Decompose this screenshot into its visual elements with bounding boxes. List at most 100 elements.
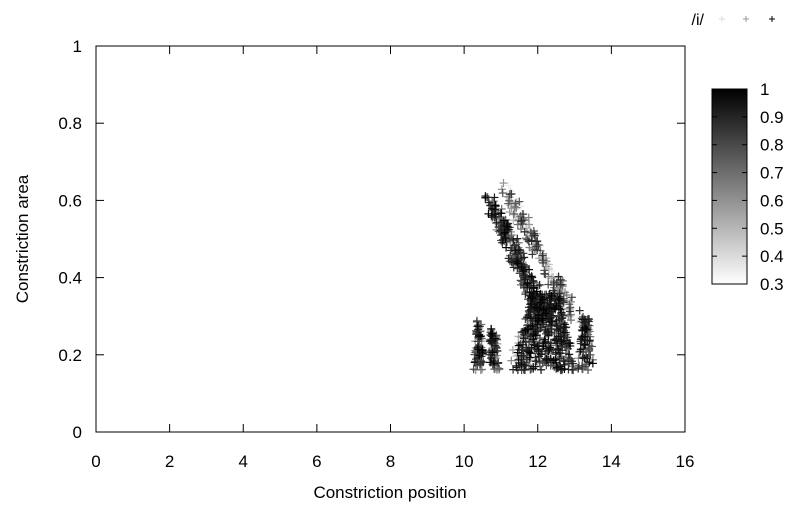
legend-marker	[743, 16, 749, 22]
data-point	[505, 208, 514, 217]
data-point	[476, 332, 485, 341]
x-tick-label: 8	[386, 452, 395, 471]
legend-label: /i/	[692, 12, 705, 29]
y-axis-title: Constriction area	[13, 174, 32, 303]
data-point	[552, 316, 561, 325]
colorbar-tick-label: 0.6	[760, 191, 784, 210]
data-point	[566, 310, 575, 319]
data-point	[545, 345, 554, 354]
data-point	[519, 210, 528, 219]
data-point	[504, 181, 513, 190]
data-point	[519, 351, 528, 360]
data-point	[578, 315, 587, 324]
data-point	[559, 356, 568, 365]
colorbar-tick-label: 0.4	[760, 247, 784, 266]
data-point	[567, 293, 576, 302]
colorbar-ticks: 1 0.9 0.8 0.7 0.6 0.5 0.4 0.3	[712, 80, 784, 294]
data-point	[484, 209, 493, 218]
data-point	[549, 278, 558, 287]
data-point	[556, 332, 565, 341]
data-point	[502, 243, 511, 252]
data-point	[487, 204, 496, 213]
data-point	[513, 250, 522, 259]
data-point	[532, 287, 541, 296]
data-point	[543, 298, 552, 307]
data-point	[560, 328, 569, 337]
x-tick-label: 14	[602, 452, 621, 471]
data-point	[531, 331, 540, 340]
data-point	[538, 295, 547, 304]
data-point	[472, 317, 481, 326]
data-point	[481, 193, 490, 202]
data-point	[576, 345, 585, 354]
x-tick-label: 6	[312, 452, 321, 471]
data-point	[536, 334, 545, 343]
data-point	[585, 358, 594, 367]
data-point	[542, 355, 551, 364]
data-point	[515, 197, 524, 206]
data-point	[503, 220, 512, 229]
data-point	[523, 313, 532, 322]
data-point	[538, 314, 547, 323]
data-point	[532, 357, 541, 366]
data-point	[527, 272, 536, 281]
data-point	[544, 347, 553, 356]
data-point	[509, 235, 518, 244]
data-point	[509, 263, 518, 272]
data-point	[554, 272, 563, 281]
data-points	[469, 179, 597, 375]
data-point	[497, 209, 506, 218]
data-point	[580, 354, 589, 363]
colorbar-gradient	[711, 88, 748, 285]
data-point	[513, 348, 522, 357]
data-point	[524, 213, 533, 222]
data-point	[560, 336, 569, 345]
data-point	[523, 235, 532, 244]
data-point	[491, 210, 500, 219]
data-point	[528, 294, 537, 303]
data-point	[530, 229, 539, 238]
data-point	[554, 295, 563, 304]
data-point	[534, 352, 543, 361]
data-point	[539, 306, 548, 315]
data-point	[527, 236, 536, 245]
data-point	[534, 240, 543, 249]
data-point	[528, 250, 537, 259]
data-point	[507, 356, 516, 365]
data-point	[525, 243, 534, 252]
data-point	[532, 237, 541, 246]
y-tick-label: 0.2	[58, 346, 82, 365]
data-point	[488, 329, 497, 338]
data-point	[557, 337, 566, 346]
data-point	[518, 340, 527, 349]
data-point	[484, 198, 493, 207]
x-axis-title: Constriction position	[313, 483, 466, 502]
data-point	[565, 339, 574, 348]
data-point	[556, 349, 565, 358]
data-point	[525, 265, 534, 274]
data-point	[518, 346, 527, 355]
data-point	[478, 345, 487, 354]
data-point	[536, 365, 545, 374]
data-point	[539, 258, 548, 267]
data-point	[541, 325, 550, 334]
data-point	[472, 355, 481, 364]
data-point	[555, 294, 564, 303]
data-point	[569, 365, 578, 374]
x-tick-label: 16	[676, 452, 695, 471]
data-point	[578, 362, 587, 371]
data-point	[501, 234, 510, 243]
data-point	[525, 288, 534, 297]
data-point	[557, 280, 566, 289]
data-point	[584, 365, 593, 374]
data-point	[491, 334, 500, 343]
data-point	[535, 280, 544, 289]
colorbar-tick-label: 0.9	[760, 108, 784, 127]
data-point	[509, 209, 518, 218]
data-point	[528, 322, 537, 331]
data-point	[525, 353, 534, 362]
data-point	[540, 335, 549, 344]
y-tick-label: 0.8	[58, 114, 82, 133]
data-point	[477, 346, 486, 355]
data-point	[560, 320, 569, 329]
